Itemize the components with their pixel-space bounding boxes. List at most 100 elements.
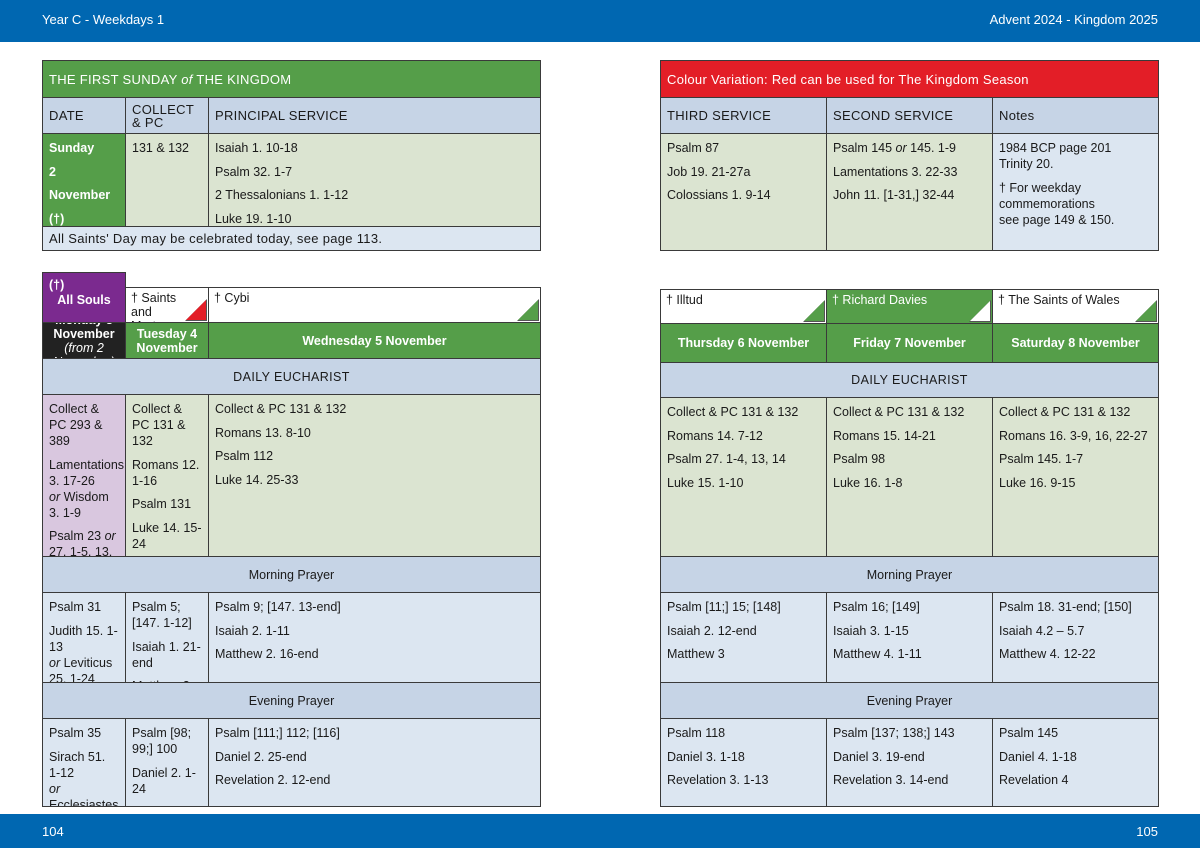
reading-entry: Psalm 131 bbox=[132, 497, 192, 511]
morning-prayer-readings: Psalm 5; [147. 1-12] Isaiah 1. 21-end Matt… bbox=[125, 592, 209, 683]
reading-entry: Luke 16. 9-15 bbox=[999, 475, 1076, 490]
reading-entry: Psalm 145 bbox=[999, 726, 1059, 740]
reading-entry: Psalm 16; [149] bbox=[833, 600, 920, 614]
reading-entry: Revelation 2. 12-end bbox=[215, 773, 331, 787]
morning-prayer-readings: Psalm 16; [149] Isaiah 3. 1-15 Matthew 4. … bbox=[826, 592, 993, 683]
saint-commemoration: † Saints and Martyrs of the Anglican Com… bbox=[125, 287, 209, 323]
morning-prayer-readings: Psalm 18. 31-end; [150] Isaiah 4.2 – 5.7 M… bbox=[992, 592, 1159, 683]
column-header: COLLECT & PC bbox=[125, 97, 209, 134]
reading-entry: Psalm 145. 1-7 bbox=[999, 452, 1084, 466]
saint-name: † Saints and Martyrs of the Anglican Com… bbox=[131, 291, 177, 322]
sunday-title-part: THE KINGDOM bbox=[192, 71, 292, 87]
column-header-label: PRINCIPAL SERVICE bbox=[215, 108, 348, 123]
evening-prayer-heading: Evening Prayer bbox=[42, 682, 541, 719]
reading-entry: Psalm 87 bbox=[667, 141, 720, 155]
reading-entry: Daniel 2. 25-end bbox=[215, 749, 307, 764]
column-header: PRINCIPAL SERVICE bbox=[208, 97, 541, 134]
reading-entry: Collect & PC 131 & 132 bbox=[132, 402, 186, 448]
morning-prayer-heading: Morning Prayer bbox=[42, 556, 541, 593]
reading-entry: Psalm 9; [147. 13-end] bbox=[215, 600, 341, 614]
reading-entry: Luke 14. 15-24 bbox=[132, 520, 202, 551]
reading-entry: Psalm 98 bbox=[833, 452, 886, 466]
column-header-label: COLLECT & PC bbox=[132, 101, 195, 130]
reading-entry: Isaiah 2. 1-11 bbox=[215, 623, 290, 638]
reading-entry: 1984 BCP page 201 Trinity 20. bbox=[999, 141, 1112, 171]
reading-entry: Romans 13. 8-10 bbox=[215, 425, 311, 440]
saint-name: † The Saints of Wales bbox=[998, 293, 1120, 307]
reading-entry: Psalm [111;] 112; [116] bbox=[215, 726, 340, 740]
evening-prayer-readings: Psalm 145 Daniel 4. 1-18 Revelation 4 bbox=[992, 718, 1159, 807]
day-name: Tuesday 4 November bbox=[136, 326, 198, 355]
reading-entry: Matthew 2. 1-15 bbox=[132, 678, 202, 682]
daily-eucharist-heading: DAILY EUCHARIST bbox=[660, 362, 1159, 398]
reading-entry: November bbox=[49, 188, 111, 202]
day-heading: Monday 3 November(from 2 November) bbox=[42, 322, 126, 359]
footnote-text: All Saints' Day may be celebrated today,… bbox=[49, 231, 383, 246]
reading-entry: John 11. [1-31,] 32-44 bbox=[833, 188, 955, 202]
section-label: Evening Prayer bbox=[866, 693, 953, 708]
reading-entry: Romans 15. 14-21 bbox=[833, 428, 936, 443]
reading-entry: Psalm 35 bbox=[49, 726, 102, 740]
third-service: Psalm 87 Job 19. 21-27a Colossians 1. 9-14 bbox=[660, 133, 827, 251]
liturgical-colour-triangle bbox=[804, 301, 824, 321]
reading-entry: Matthew 4. 12-22 bbox=[999, 647, 1096, 661]
evening-prayer-readings: Psalm [111;] 112; [116] Daniel 2. 25-end R… bbox=[208, 718, 541, 807]
reading-entry: Psalm [98; 99;] 100 bbox=[132, 726, 192, 756]
reading-entry: Collect & PC 131 & 132 bbox=[999, 405, 1131, 419]
reading-entry: Luke 16. 1-8 bbox=[833, 475, 903, 490]
reading-entry: Psalm 32. 1-7 bbox=[215, 164, 293, 179]
eucharist-readings: Collect & PC 131 & 132 Romans 13. 8-10 Psa… bbox=[208, 394, 541, 557]
right-page-number: 105 bbox=[1136, 824, 1158, 839]
reading-entry: Psalm [137; 138;] 143 bbox=[833, 726, 955, 740]
day-heading: Thursday 6 November bbox=[660, 323, 827, 363]
reading-entry: Psalm 118 bbox=[667, 726, 726, 740]
day-name: Wednesday 5 November bbox=[302, 333, 447, 348]
column-header: THIRD SERVICE bbox=[660, 97, 827, 134]
reading-entry: Psalm 27. 1-4, 13, 14 bbox=[667, 452, 786, 466]
saint-mark: (†) bbox=[49, 278, 65, 292]
section-label: Morning Prayer bbox=[248, 567, 335, 582]
reading-entry: Romans 14. 7-12 bbox=[667, 428, 763, 443]
day-heading: Wednesday 5 November bbox=[208, 322, 541, 359]
evening-prayer-heading: Evening Prayer bbox=[660, 682, 1159, 719]
page-header-bar: Year C - Weekdays 1 Advent 2024 - Kingdo… bbox=[0, 0, 1200, 42]
header-right-title: Advent 2024 - Kingdom 2025 bbox=[989, 12, 1158, 27]
saint-all-souls: (†) All Souls bbox=[42, 272, 126, 323]
reading-entry: (†) bbox=[49, 211, 65, 226]
day-heading: Tuesday 4 November bbox=[125, 322, 209, 359]
page-footer-bar: 104 105 bbox=[0, 814, 1200, 848]
reading-entry: Psalm 23 or 27. 1-5, 13, 14 bbox=[49, 529, 116, 557]
reading-entry: Daniel 4. 1-18 bbox=[999, 749, 1077, 764]
eucharist-readings: Collect & PC 131 & 132 Romans 12. 1-16 Psa… bbox=[125, 394, 209, 557]
evening-prayer-readings: Psalm [137; 138;] 143 Daniel 3. 19-end Rev… bbox=[826, 718, 993, 807]
reading-entry: Isaiah 2. 12-end bbox=[667, 623, 757, 638]
reading-entry: Revelation 2. 1-11 bbox=[132, 804, 202, 806]
sunday-title-of: of bbox=[181, 71, 193, 87]
reading-entry: Judith 15. 1-13 or Leviticus 25. 1-24 bbox=[49, 623, 118, 683]
reading-entry: Daniel 3. 1-18 bbox=[667, 749, 745, 764]
reading-entry: Revelation 3. 1-13 bbox=[667, 773, 769, 787]
day-heading: Friday 7 November bbox=[826, 323, 993, 363]
saint-commemoration: † Illtud bbox=[660, 289, 827, 324]
saint-name: † Cybi bbox=[214, 291, 250, 305]
reading-entry: Matthew 4. 1-11 bbox=[833, 647, 922, 661]
section-label: Morning Prayer bbox=[866, 567, 953, 582]
left-page-number: 104 bbox=[42, 824, 64, 839]
day-name: Thursday 6 November bbox=[677, 336, 810, 350]
reading-entry: Lamentations 3. 17-26 or Wisdom 3. 1-9 bbox=[49, 457, 125, 520]
notes: 1984 BCP page 201 Trinity 20. † For weekda… bbox=[992, 133, 1159, 251]
day-heading: Saturday 8 November bbox=[992, 323, 1159, 363]
reading-entry: 2 Thessalonians 1. 1-12 bbox=[215, 188, 349, 202]
day-note: (from 2 November) bbox=[53, 340, 115, 359]
morning-prayer-readings: Psalm 9; [147. 13-end] Isaiah 2. 1-11 Matt… bbox=[208, 592, 541, 683]
sunday-title: THE FIRST SUNDAY of THE KINGDOM bbox=[42, 60, 541, 98]
reading-entry: Matthew 2. 16-end bbox=[215, 647, 319, 661]
day-name: Monday 3 November bbox=[53, 323, 115, 341]
second-service: Psalm 145 or 145. 1-9 Lamentations 3. 22-… bbox=[826, 133, 993, 251]
eucharist-readings: Collect & PC 131 & 132 Romans 15. 14-21 Ps… bbox=[826, 397, 993, 557]
eucharist-readings: Collect & PC 293 & 389 Lamentations 3. 17… bbox=[42, 394, 126, 557]
reading-entry: Daniel 3. 19-end bbox=[833, 749, 925, 764]
section-label: DAILY EUCHARIST bbox=[233, 369, 350, 384]
principal-service: Isaiah 1. 10-18 Psalm 32. 1-7 2 Thessaloni… bbox=[208, 133, 541, 227]
